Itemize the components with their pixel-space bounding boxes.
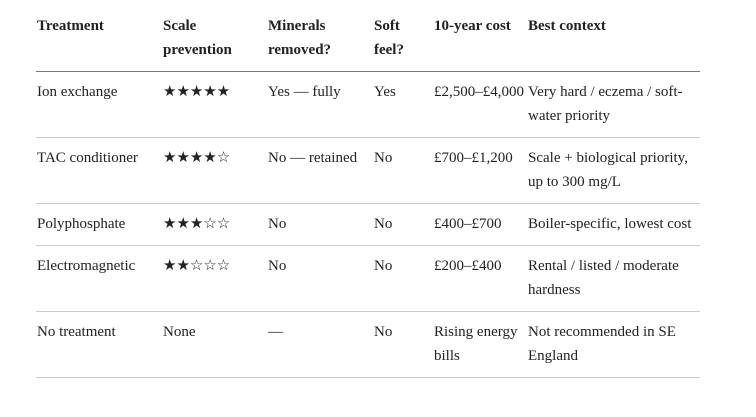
table-row: TAC conditioner ★★★★☆ No — retained No £700–… — [36, 137, 700, 204]
table-row: No treatment None — No Rising energy bills No… — [36, 311, 700, 378]
comparison-table: Treatment Scale prevention Minerals remove… — [36, 6, 700, 378]
table-cell: £400–£700 — [433, 203, 527, 246]
rating-cell: ★★☆☆☆ — [162, 245, 267, 312]
table-cell: Not recommended in SE England — [527, 311, 700, 378]
table-cell: No — [267, 203, 373, 246]
rating-cell: ★★★★★ — [162, 71, 267, 138]
header-cell: Best context — [527, 6, 700, 72]
table-cell: No — [373, 245, 433, 312]
table-row: Ion exchange ★★★★★ Yes — fully Yes £2,500–£4… — [36, 71, 700, 138]
header-cell: Treatment — [36, 6, 162, 72]
table-cell: Polyphosphate — [36, 203, 162, 246]
table-cell: No — [373, 203, 433, 246]
header-cell: Soft feel? — [373, 6, 433, 72]
header-cell: 10-year cost — [433, 6, 527, 72]
table-row: Electromagnetic ★★☆☆☆ No No £200–£400 Rental … — [36, 245, 700, 312]
table-cell: £700–£1,200 — [433, 137, 527, 204]
table-cell: Rising energy bills — [433, 311, 527, 378]
table-cell: TAC conditioner — [36, 137, 162, 204]
table-cell: No treatment — [36, 311, 162, 378]
table-cell: £200–£400 — [433, 245, 527, 312]
table-cell: Yes — fully — [267, 71, 373, 138]
header-cell: Minerals removed? — [267, 6, 373, 72]
rating-cell: None — [162, 311, 267, 378]
table-cell: No — [373, 137, 433, 204]
header-row: Treatment Scale prevention Minerals remove… — [36, 6, 700, 72]
table-body: Ion exchange ★★★★★ Yes — fully Yes £2,500–£4… — [36, 71, 700, 378]
table-cell: Yes — [373, 71, 433, 138]
table-cell: Scale + biological priority, up to 300 m… — [527, 137, 700, 204]
table-cell: Very hard / eczema / soft-water priority — [527, 71, 700, 138]
table-cell: No — [267, 245, 373, 312]
table-cell: Boiler-specific, lowest cost — [527, 203, 700, 246]
rating-cell: ★★★★☆ — [162, 137, 267, 204]
table-cell: Rental / listed / moderate hardness — [527, 245, 700, 312]
table-cell: — — [267, 311, 373, 378]
table-cell: No — retained — [267, 137, 373, 204]
table-header: Treatment Scale prevention Minerals remove… — [36, 6, 700, 72]
table-cell: No — [373, 311, 433, 378]
table-cell: Electromagnetic — [36, 245, 162, 312]
rating-cell: ★★★☆☆ — [162, 203, 267, 246]
table-row: Polyphosphate ★★★☆☆ No No £400–£700 Boiler-sp… — [36, 203, 700, 246]
table-cell: Ion exchange — [36, 71, 162, 138]
table-cell: £2,500–£4,000 — [433, 71, 527, 138]
header-cell: Scale prevention — [162, 6, 267, 72]
